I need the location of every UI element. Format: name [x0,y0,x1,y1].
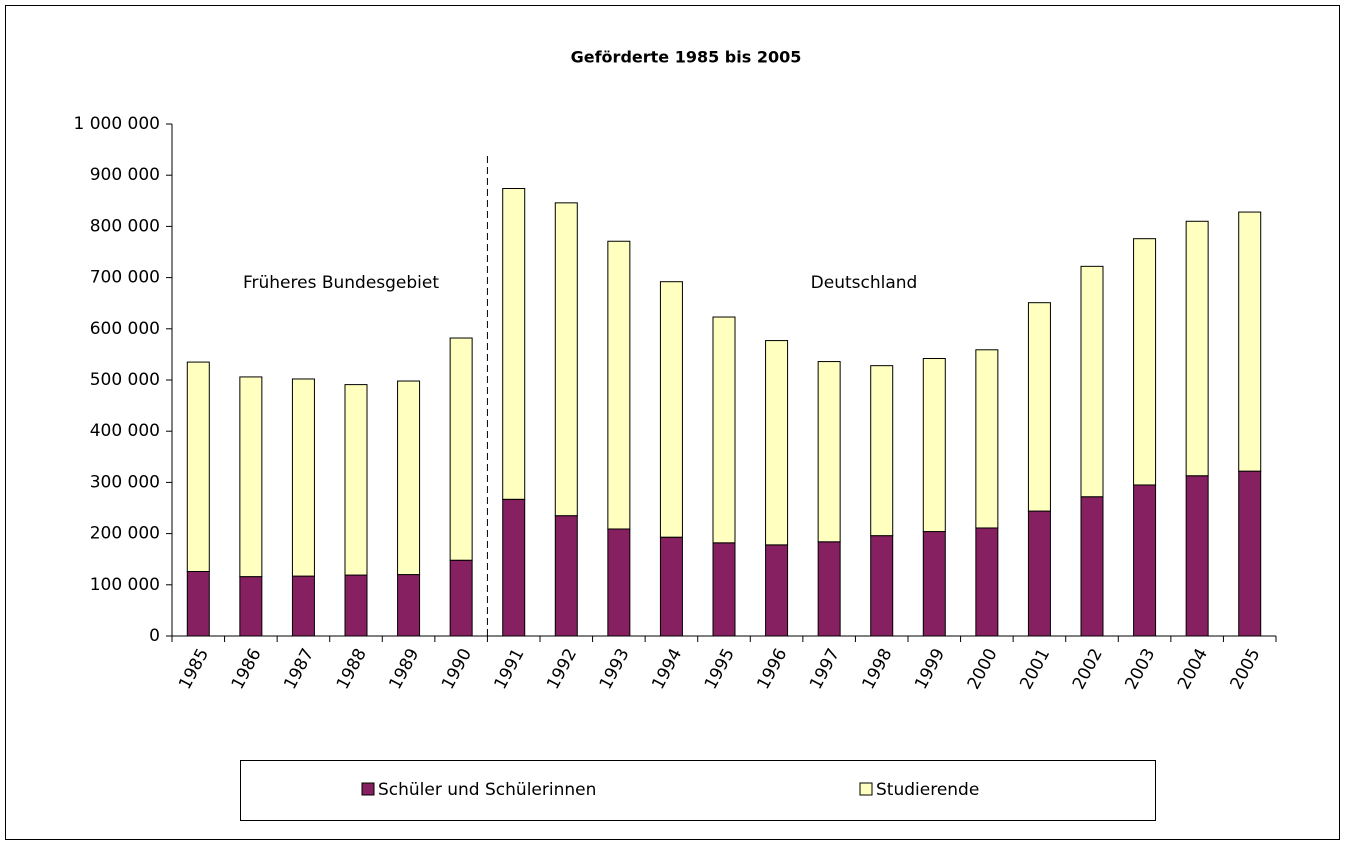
bar [344,574,368,637]
bar [607,240,631,530]
bar [1238,470,1262,637]
bar [554,202,578,517]
bar [291,378,315,577]
y-tick-label: 100 000 [90,575,160,595]
bar [186,570,210,637]
legend-swatch [361,782,375,796]
bar [397,380,421,576]
y-tick-label: 500 000 [90,370,160,390]
annotation: Deutschland [811,273,918,293]
bar [765,340,789,546]
bar [765,544,789,637]
chart-title: Geförderte 1985 bis 2005 [571,48,802,67]
bar [1133,238,1157,486]
bar [554,515,578,637]
y-tick-label: 700 000 [90,268,160,288]
bar [344,384,368,576]
bar [1027,510,1051,637]
annotation: Früheres Bundesgebiet [243,273,439,293]
legend-swatch [859,782,873,796]
bar [870,535,894,637]
y-tick-label: 300 000 [90,472,160,492]
y-tick-label: 400 000 [90,421,160,441]
y-tick-label: 800 000 [90,216,160,236]
y-tick-label: 600 000 [90,319,160,339]
bar [502,498,526,637]
bar [975,349,999,529]
bar [870,365,894,537]
bar [1080,265,1104,498]
bar [817,361,841,543]
bar [1133,484,1157,637]
bar [1027,302,1051,512]
legend-label: Studierende [876,780,979,800]
y-tick-label: 200 000 [90,524,160,544]
bar [975,527,999,637]
y-tick-label: 0 [149,626,160,646]
bar [239,376,263,578]
bar [659,281,683,538]
bar [712,542,736,637]
bar [239,576,263,637]
bar [922,531,946,637]
bar [1238,211,1262,472]
bar [502,188,526,500]
bar [186,361,210,572]
bar [1185,220,1209,477]
bar [397,574,421,637]
bar [607,528,631,637]
bar [1080,496,1104,637]
bar [449,337,473,561]
bar [449,559,473,637]
bar [712,316,736,544]
bar [817,541,841,637]
y-tick-label: 1 000 000 [73,114,160,134]
bar [922,357,946,533]
bar [1185,475,1209,637]
bar [659,536,683,637]
legend-label: Schüler und Schülerinnen [378,780,596,800]
y-tick-label: 900 000 [90,165,160,185]
legend-box [240,760,1156,821]
bar [291,575,315,637]
